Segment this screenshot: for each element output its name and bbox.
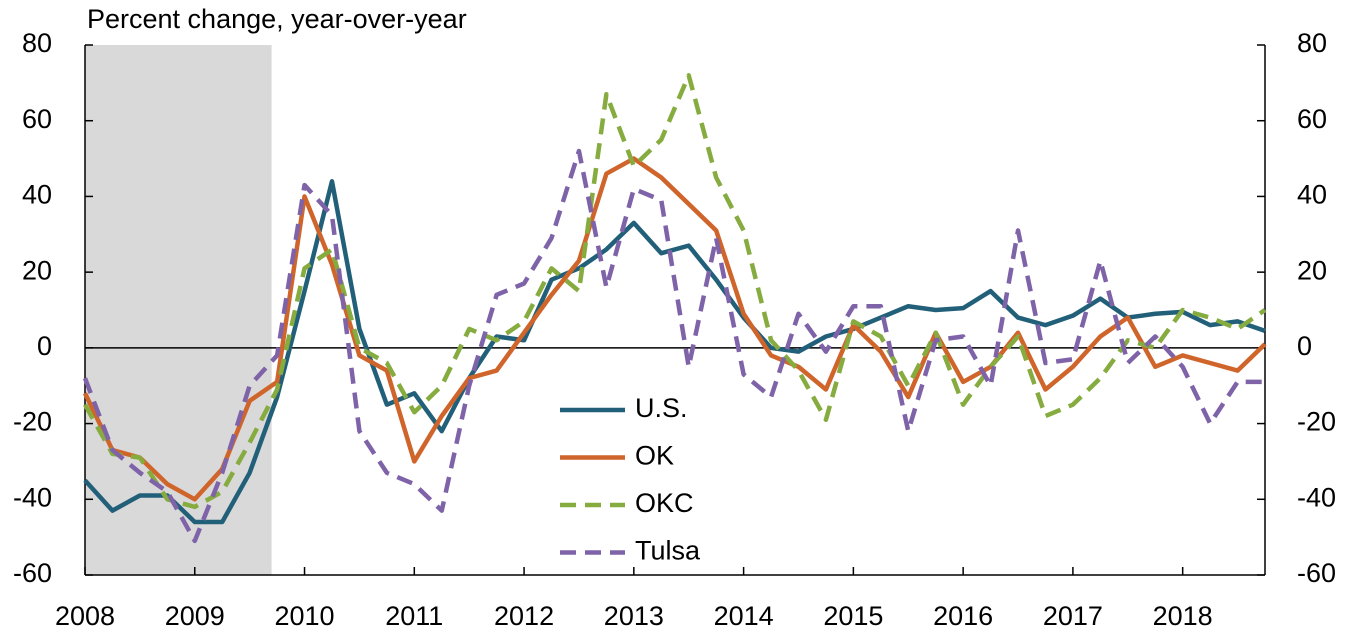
- y-tick-label: 60: [22, 104, 52, 134]
- legend-label: Tulsa: [635, 536, 701, 566]
- y-tick-label: -20: [13, 407, 52, 437]
- y2-tick-label: 0: [1297, 331, 1312, 361]
- y2-tick-label: 20: [1297, 255, 1327, 285]
- y2-tick-label: -60: [1297, 558, 1336, 588]
- y-tick-label: 40: [22, 180, 52, 210]
- y2-tick-label: 60: [1297, 104, 1327, 134]
- x-tick-label: 2008: [55, 601, 115, 631]
- x-tick-label: 2011: [385, 601, 443, 631]
- shaded-region: [85, 45, 272, 575]
- legend-label: OK: [635, 441, 674, 471]
- series-line: [83, 179, 1266, 525]
- y2-tick-label: -20: [1297, 407, 1336, 437]
- y-tick-label: -40: [13, 482, 52, 512]
- x-tick-label: 2014: [714, 601, 774, 631]
- legend-label: OKC: [635, 488, 694, 518]
- series-line: [82, 156, 1267, 502]
- y-tick-label: 80: [22, 28, 52, 58]
- series-line: [82, 148, 1265, 544]
- y2-tick-label: 80: [1297, 28, 1327, 58]
- x-tick-label: 2012: [494, 601, 554, 631]
- y-tick-label: -60: [13, 558, 52, 588]
- y-tick-label: 20: [22, 255, 52, 285]
- series-line: [83, 73, 1267, 510]
- y2-tick-label: 40: [1297, 180, 1327, 210]
- x-tick-label: 2009: [165, 601, 225, 631]
- x-tick-label: 2017: [1043, 601, 1103, 631]
- x-tick-label: 2016: [933, 601, 993, 631]
- y2-tick-label: -40: [1297, 482, 1336, 512]
- chart-title: Percent change, year-over-year: [87, 4, 467, 34]
- x-tick-label: 2015: [823, 601, 883, 631]
- legend-label: U.S.: [635, 393, 688, 423]
- x-tick-label: 2010: [274, 601, 334, 631]
- x-tick-label: 2013: [604, 601, 664, 631]
- x-tick-label: 2018: [1153, 601, 1213, 631]
- y-tick-label: 0: [37, 331, 52, 361]
